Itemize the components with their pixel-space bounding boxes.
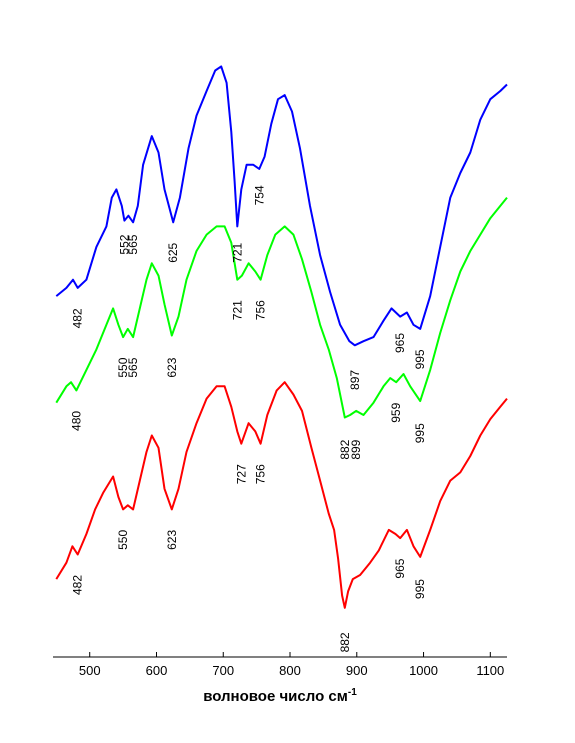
peak-label: 552 xyxy=(117,234,131,254)
x-tick-label: 800 xyxy=(279,663,301,678)
peak-label: 727 xyxy=(234,464,248,484)
peak-label: 721 xyxy=(230,300,244,320)
peak-label: 959 xyxy=(389,402,403,422)
peak-label: 756 xyxy=(254,464,268,484)
x-axis-title: волновое число см-1 xyxy=(203,687,357,705)
peak-label: 756 xyxy=(254,300,268,320)
peak-label: 965 xyxy=(393,558,407,578)
x-axis-title-superscript: -1 xyxy=(348,687,357,698)
x-axis-title-text: волновое число см xyxy=(203,688,348,705)
peak-label: 897 xyxy=(348,370,362,390)
peak-label: 550 xyxy=(116,357,130,377)
peak-label: 482 xyxy=(71,575,85,595)
peak-label: 721 xyxy=(230,242,244,262)
peak-label: 882 xyxy=(338,439,352,459)
peak-label: 882 xyxy=(338,632,352,652)
x-tick-label: 1100 xyxy=(476,663,504,678)
peak-label: 623 xyxy=(165,357,179,377)
spectrum-line-3 xyxy=(55,381,508,609)
spectrum-line-1 xyxy=(55,65,508,347)
x-tick-label: 900 xyxy=(346,663,368,678)
peak-label: 480 xyxy=(69,411,83,431)
peak-label: 482 xyxy=(71,308,85,328)
x-tick-label: 500 xyxy=(79,663,101,678)
peak-label: 899 xyxy=(349,439,363,459)
x-tick-label: 700 xyxy=(212,663,234,678)
series-layer xyxy=(55,65,508,609)
x-tick-label: 1000 xyxy=(409,663,438,678)
peak-label: 965 xyxy=(393,333,407,353)
peak-label: 625 xyxy=(166,242,180,262)
x-tick-label: 600 xyxy=(146,663,168,678)
peak-label: 623 xyxy=(165,530,179,550)
peak-label: 565 xyxy=(126,234,140,254)
x-axis: 500 600 700 800 900 1000 1100 xyxy=(53,652,507,678)
peak-label: 754 xyxy=(252,185,266,205)
peak-label: 565 xyxy=(126,357,140,377)
peak-label: 550 xyxy=(116,530,130,550)
peak-label: 995 xyxy=(413,349,427,369)
peak-label: 995 xyxy=(413,423,427,443)
peak-label: 995 xyxy=(413,579,427,599)
spectrum-line-2 xyxy=(55,196,508,419)
